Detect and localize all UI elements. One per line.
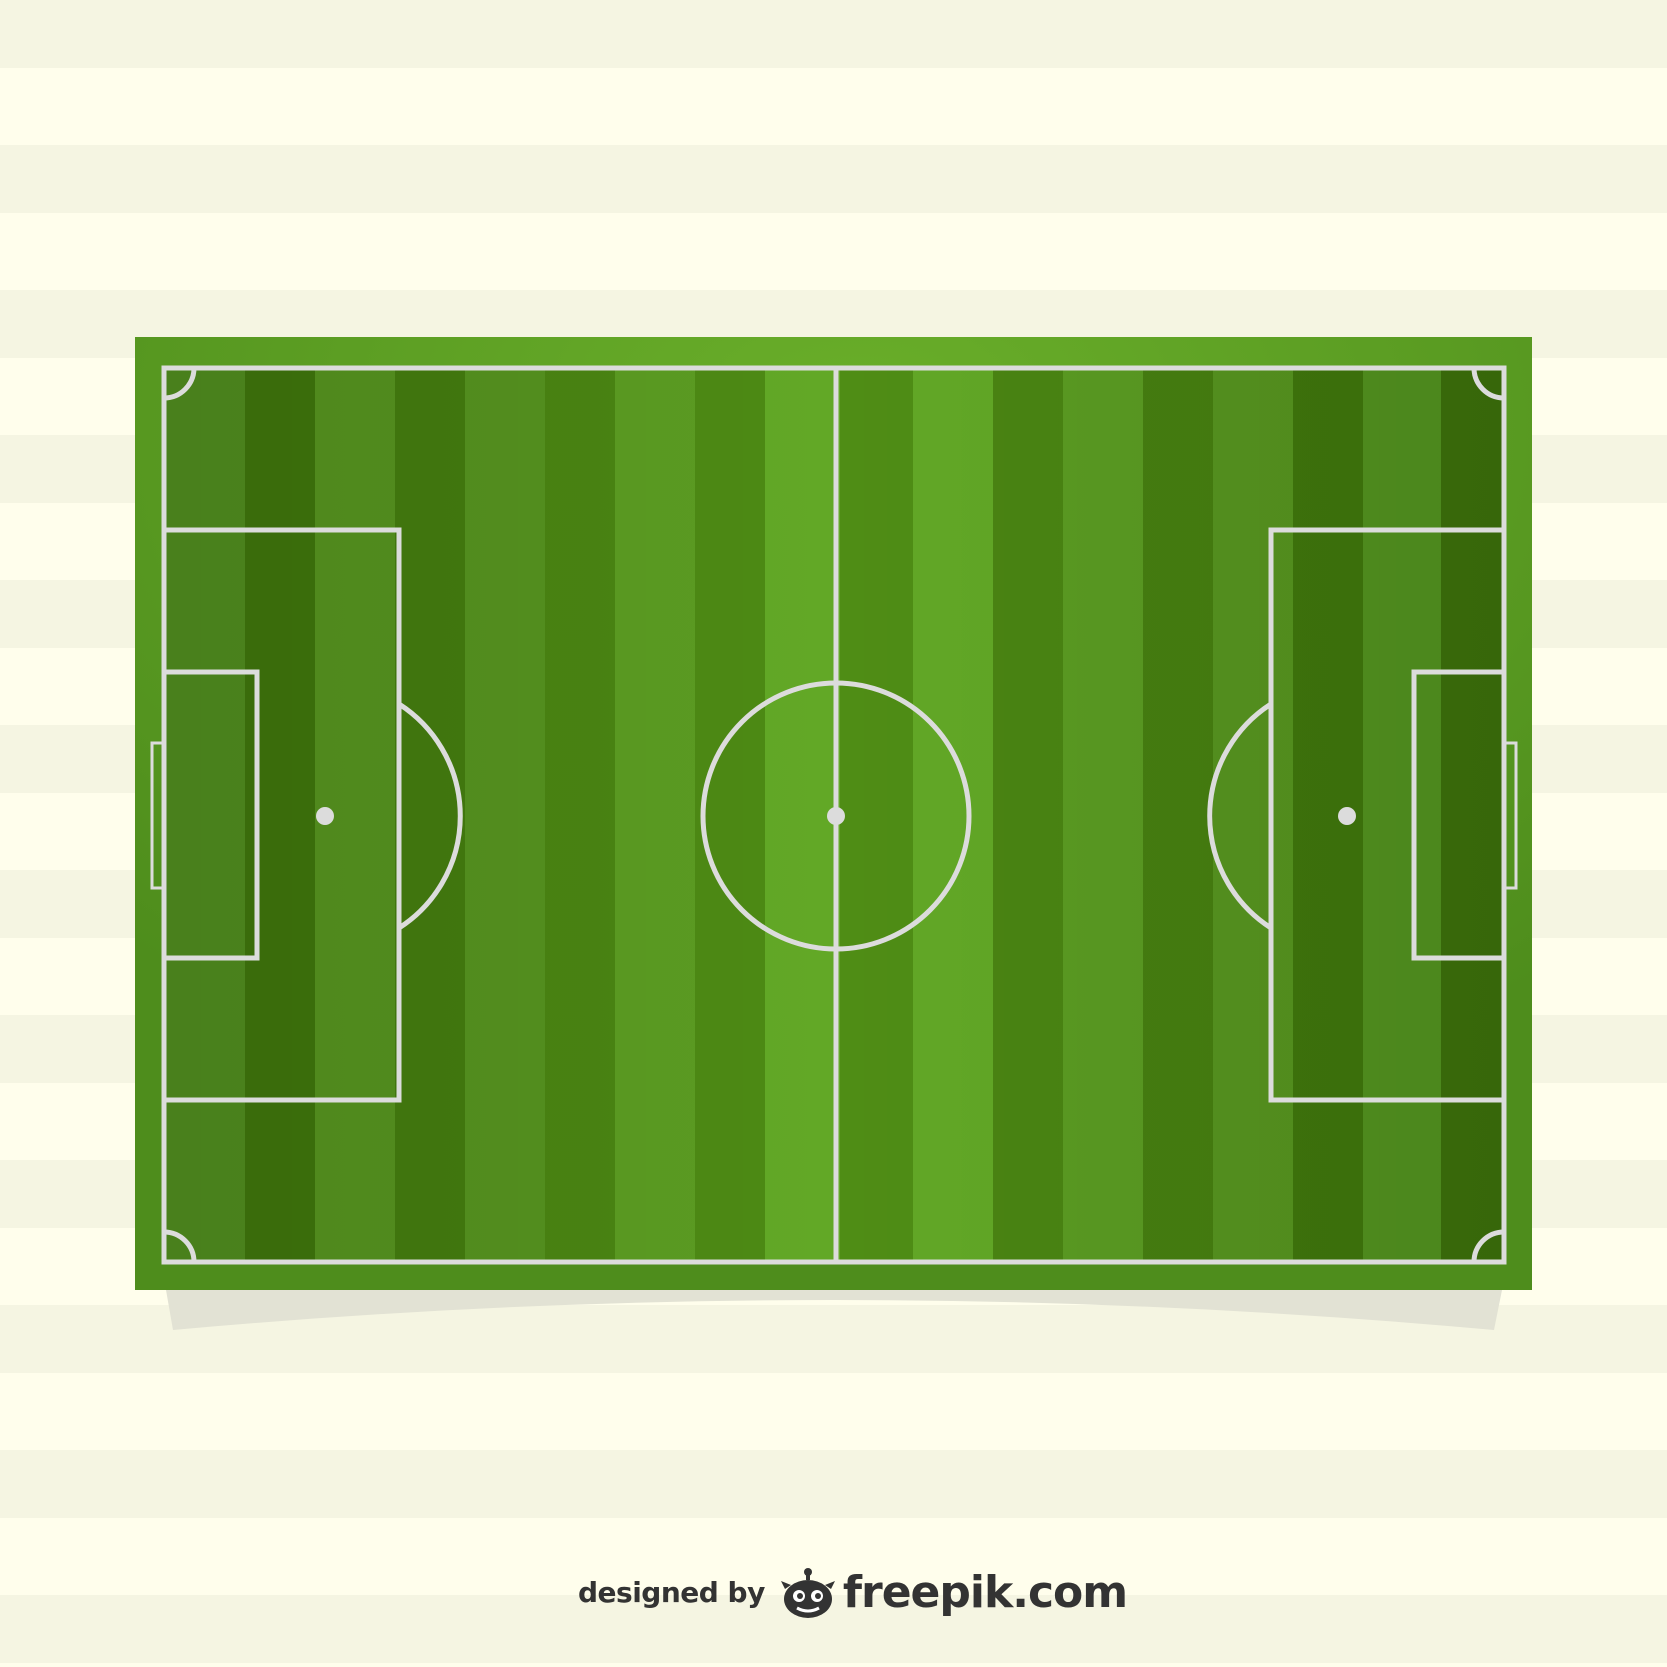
freepik-logo-icon <box>780 1568 835 1618</box>
center-spot <box>827 807 845 825</box>
corner-arc-bottom-right <box>1471 1229 1505 1263</box>
corner-arc-top-left <box>163 367 197 401</box>
right-penalty-spot <box>1338 807 1356 825</box>
credit-brand: freepik.com <box>842 1566 1128 1618</box>
left-penalty-arc <box>397 701 463 931</box>
field-markings <box>150 365 1518 1265</box>
pitch-shadow <box>166 1290 1502 1330</box>
freepik-credit: designed by freepik.com <box>578 1560 1128 1624</box>
corner-arc-bottom-left <box>163 1229 197 1263</box>
right-penalty-arc <box>1207 701 1273 931</box>
field-spots <box>316 807 1356 825</box>
credit-prefix: designed by <box>578 1575 765 1609</box>
corner-arc-top-right <box>1471 367 1505 401</box>
right-goal <box>1502 741 1518 890</box>
left-goal <box>150 741 166 890</box>
center-circle <box>700 680 972 952</box>
left-penalty-spot <box>316 807 334 825</box>
